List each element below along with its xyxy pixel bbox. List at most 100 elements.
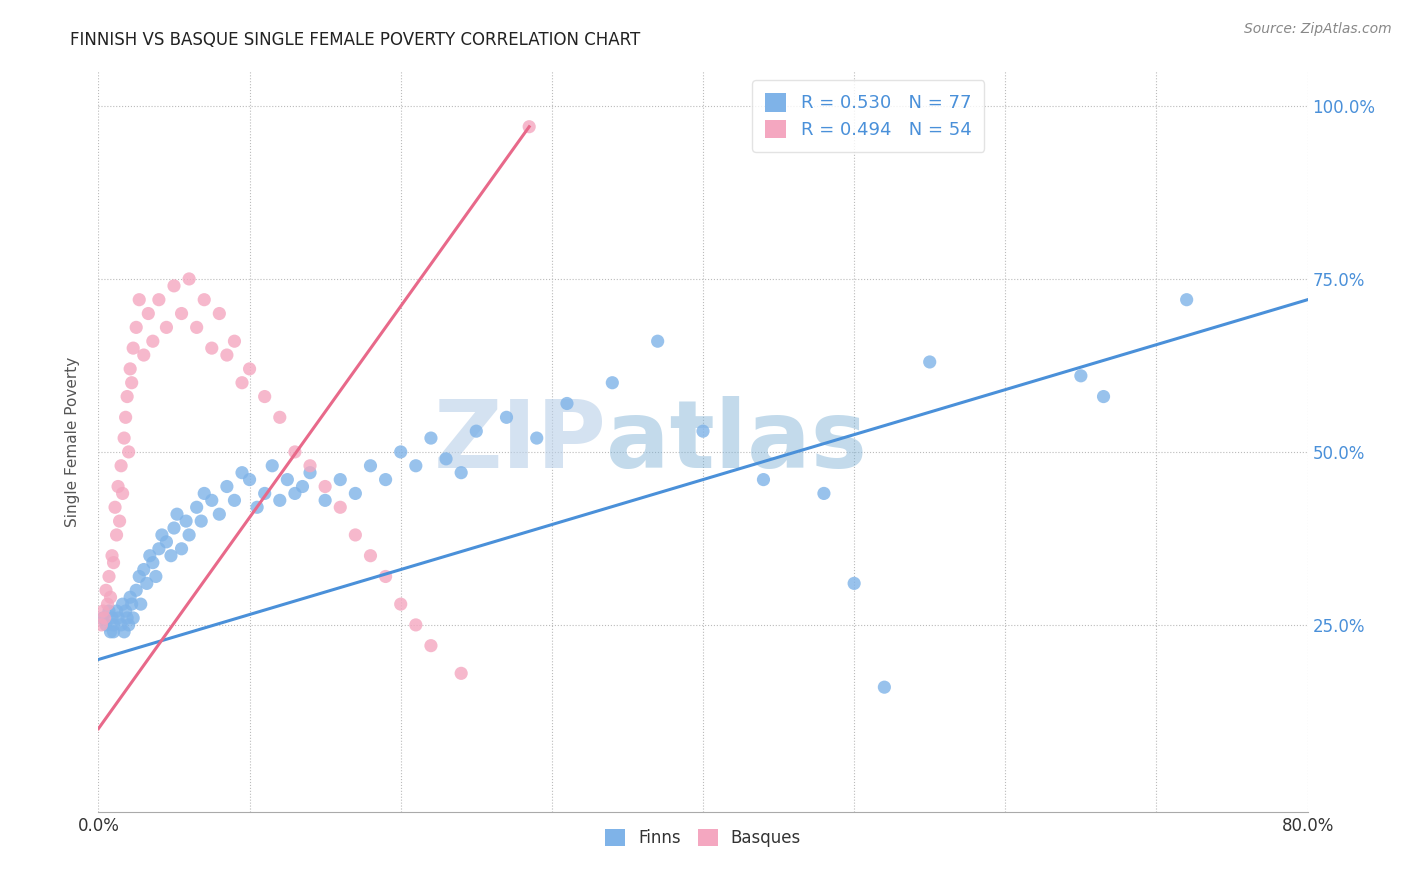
- Point: [269, 493, 291, 508]
- Point: [193, 486, 215, 500]
- Point: [1175, 293, 1198, 307]
- Point: [110, 618, 132, 632]
- Point: [128, 569, 150, 583]
- Point: [166, 507, 188, 521]
- Point: [201, 493, 224, 508]
- Point: [125, 583, 148, 598]
- Point: [201, 341, 224, 355]
- Point: [389, 445, 412, 459]
- Point: [752, 473, 775, 487]
- Point: [174, 514, 197, 528]
- Point: [110, 458, 132, 473]
- Point: [186, 500, 208, 515]
- Point: [239, 362, 262, 376]
- Point: [344, 486, 367, 500]
- Point: [98, 604, 121, 618]
- Point: [602, 376, 624, 390]
- Point: [224, 334, 246, 349]
- Point: [94, 618, 117, 632]
- Point: [844, 576, 866, 591]
- Point: [118, 618, 141, 632]
- Point: [91, 604, 114, 618]
- Point: [215, 348, 238, 362]
- Point: [101, 549, 124, 563]
- Point: [276, 473, 298, 487]
- Point: [253, 486, 276, 500]
- Point: [405, 458, 427, 473]
- Point: [155, 320, 177, 334]
- Point: [284, 445, 307, 459]
- Point: [465, 424, 488, 438]
- Point: [193, 293, 215, 307]
- Point: [108, 514, 131, 528]
- Point: [420, 639, 443, 653]
- Point: [434, 451, 457, 466]
- Point: [231, 376, 253, 390]
- Point: [122, 341, 145, 355]
- Point: [142, 334, 165, 349]
- Point: [120, 591, 142, 605]
- Point: [139, 549, 162, 563]
- Point: [115, 611, 138, 625]
- Point: [135, 576, 157, 591]
- Point: [253, 390, 276, 404]
- Point: [344, 528, 367, 542]
- Point: [129, 597, 152, 611]
- Point: [190, 514, 212, 528]
- Point: [112, 624, 135, 639]
- Point: [450, 666, 472, 681]
- Point: [170, 306, 193, 320]
- Point: [136, 306, 159, 320]
- Point: [813, 486, 835, 500]
- Point: [105, 528, 128, 542]
- Point: [314, 493, 336, 508]
- Point: [329, 500, 352, 515]
- Point: [148, 541, 170, 556]
- Text: atlas: atlas: [606, 395, 868, 488]
- Point: [224, 493, 246, 508]
- Point: [1092, 390, 1115, 404]
- Point: [360, 458, 382, 473]
- Point: [163, 278, 186, 293]
- Point: [246, 500, 269, 515]
- Point: [122, 611, 145, 625]
- Point: [104, 500, 127, 515]
- Point: [284, 486, 307, 500]
- Point: [360, 549, 382, 563]
- Point: [103, 618, 125, 632]
- Point: [918, 355, 941, 369]
- Point: [526, 431, 548, 445]
- Point: [107, 611, 129, 625]
- Point: [91, 611, 114, 625]
- Point: [148, 293, 170, 307]
- Point: [179, 272, 201, 286]
- Point: [291, 479, 314, 493]
- Text: FINNISH VS BASQUE SINGLE FEMALE POVERTY CORRELATION CHART: FINNISH VS BASQUE SINGLE FEMALE POVERTY …: [70, 31, 641, 49]
- Point: [94, 583, 117, 598]
- Legend: Finns, Basques: Finns, Basques: [596, 821, 810, 855]
- Point: [103, 624, 125, 639]
- Point: [107, 479, 129, 493]
- Point: [98, 569, 121, 583]
- Point: [121, 376, 143, 390]
- Point: [450, 466, 472, 480]
- Point: [374, 569, 396, 583]
- Point: [150, 528, 173, 542]
- Point: [374, 473, 396, 487]
- Point: [120, 362, 142, 376]
- Point: [1070, 368, 1092, 383]
- Point: [118, 445, 141, 459]
- Point: [420, 431, 443, 445]
- Point: [389, 597, 412, 611]
- Point: [121, 597, 143, 611]
- Point: [105, 604, 128, 618]
- Point: [405, 618, 427, 632]
- Point: [132, 348, 155, 362]
- Point: [262, 458, 284, 473]
- Point: [269, 410, 291, 425]
- Point: [100, 624, 122, 639]
- Text: ZIP: ZIP: [433, 395, 606, 488]
- Point: [208, 306, 231, 320]
- Y-axis label: Single Female Poverty: Single Female Poverty: [65, 357, 80, 526]
- Point: [215, 479, 238, 493]
